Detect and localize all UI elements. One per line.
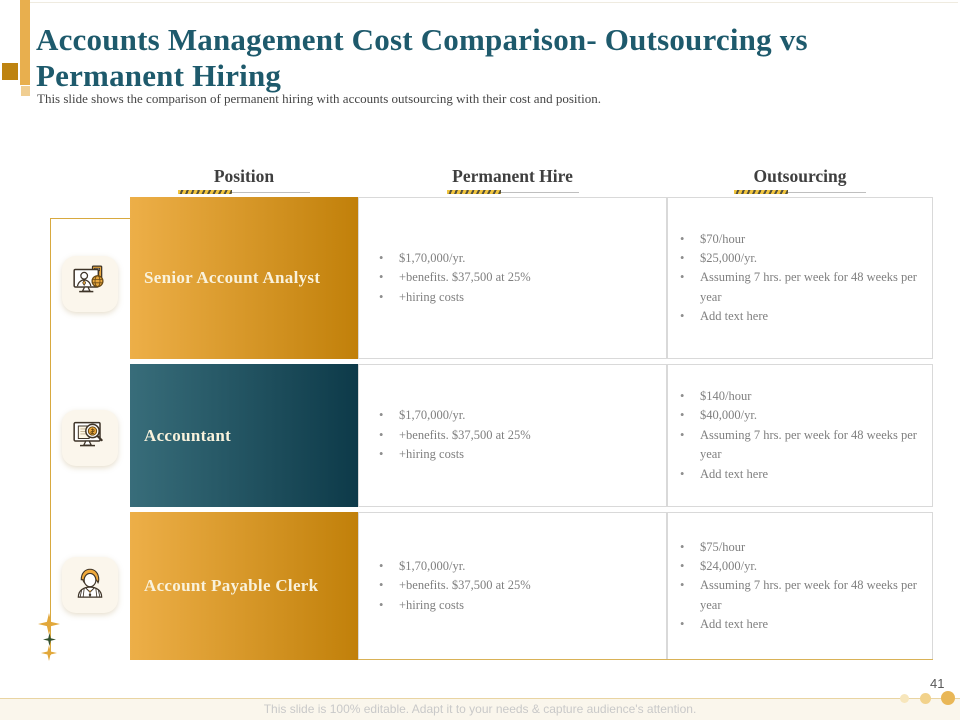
bullet-item: $24,000/yr. bbox=[678, 557, 928, 577]
header-underline-decoration bbox=[734, 190, 866, 194]
bullet-item: $40,000/yr. bbox=[678, 406, 928, 426]
bullet-list: $75/hour $24,000/yr. Assuming 7 hrs. per… bbox=[678, 538, 928, 635]
bullet-item: Add text here bbox=[678, 307, 928, 327]
bullet-item: $75/hour bbox=[678, 538, 928, 558]
icon-card-account-payable-clerk bbox=[62, 557, 118, 613]
sparkle-star-icon bbox=[43, 633, 56, 651]
position-cell-account-payable-clerk: Account Payable Clerk bbox=[130, 512, 358, 660]
hatch-decoration bbox=[178, 190, 232, 194]
bullet-item: $25,000/yr. bbox=[678, 249, 928, 269]
bullet-list: $1,70,000/yr. +benefits. $37,500 at 25% … bbox=[377, 406, 531, 465]
accent-square-light-decoration bbox=[21, 86, 30, 96]
sparkle-star-icon bbox=[41, 645, 57, 666]
bullet-item: $140/hour bbox=[678, 387, 928, 407]
accent-bar-decoration bbox=[20, 0, 30, 85]
analyst-at-monitor-icon bbox=[70, 262, 110, 307]
outsourcing-cell-row2: $140/hour $40,000/yr. Assuming 7 hrs. pe… bbox=[667, 364, 933, 507]
connector-line-horizontal bbox=[50, 218, 130, 219]
position-cell-accountant: Accountant bbox=[130, 364, 358, 507]
accent-square-dark-decoration bbox=[2, 63, 18, 80]
hatch-decoration bbox=[446, 190, 501, 194]
slide-top-border bbox=[30, 2, 958, 3]
position-label: Senior Account Analyst bbox=[144, 268, 321, 287]
footer-dot-decoration bbox=[920, 693, 931, 704]
audit-search-monitor-icon bbox=[70, 416, 110, 461]
bullet-item: $1,70,000/yr. bbox=[377, 249, 531, 269]
bullet-list: $1,70,000/yr. +benefits. $37,500 at 25% … bbox=[377, 249, 531, 308]
bullet-item: Add text here bbox=[678, 465, 928, 485]
connector-line-vertical bbox=[50, 218, 51, 655]
page-subtitle: This slide shows the comparison of perma… bbox=[37, 91, 601, 106]
bullet-item: +benefits. $37,500 at 25% bbox=[377, 268, 531, 288]
bullet-item: Add text here bbox=[678, 615, 928, 635]
bullet-item: +benefits. $37,500 at 25% bbox=[377, 576, 531, 596]
column-header-outsourcing: Outsourcing bbox=[667, 166, 933, 194]
comparison-table: Senior Account Analyst $1,70,000/yr. +be… bbox=[130, 197, 933, 660]
column-header-label: Position bbox=[213, 166, 275, 186]
header-underline-decoration bbox=[178, 190, 310, 194]
permanent-hire-cell-row3: $1,70,000/yr. +benefits. $37,500 at 25% … bbox=[358, 512, 667, 660]
permanent-hire-cell-row1: $1,70,000/yr. +benefits. $37,500 at 25% … bbox=[358, 197, 667, 359]
column-header-permanent-hire: Permanent Hire bbox=[358, 166, 667, 194]
footer-note: This slide is 100% editable. Adapt it to… bbox=[263, 702, 697, 716]
bullet-item: +benefits. $37,500 at 25% bbox=[377, 426, 531, 446]
underline-tail bbox=[232, 191, 310, 193]
outsourcing-cell-row1: $70/hour $25,000/yr. Assuming 7 hrs. per… bbox=[667, 197, 933, 359]
bullet-item: Assuming 7 hrs. per week for 48 weeks pe… bbox=[678, 426, 928, 465]
position-label: Account Payable Clerk bbox=[144, 576, 319, 595]
clerk-person-icon bbox=[70, 563, 110, 608]
underline-tail bbox=[500, 191, 579, 193]
position-label: Accountant bbox=[144, 425, 232, 445]
table-bottom-border bbox=[358, 659, 933, 660]
bullet-item: $1,70,000/yr. bbox=[377, 557, 531, 577]
page-title: Accounts Management Cost Comparison- Out… bbox=[36, 22, 808, 93]
underline-tail bbox=[788, 191, 866, 193]
footer-strip bbox=[0, 699, 960, 720]
footer-dot-decoration bbox=[900, 694, 909, 703]
bullet-item: $70/hour bbox=[678, 230, 928, 250]
footer-dot-decoration bbox=[941, 691, 955, 705]
page-number: 41 bbox=[930, 676, 945, 691]
footer-divider-line bbox=[0, 698, 960, 699]
bullet-list: $1,70,000/yr. +benefits. $37,500 at 25% … bbox=[377, 557, 531, 616]
sparkle-star-icon bbox=[38, 613, 60, 640]
bullet-item: Assuming 7 hrs. per week for 48 weeks pe… bbox=[678, 268, 928, 307]
icon-card-senior-account-analyst bbox=[62, 256, 118, 312]
bullet-item: +hiring costs bbox=[377, 596, 531, 616]
hatch-decoration bbox=[734, 190, 788, 194]
bullet-list: $70/hour $25,000/yr. Assuming 7 hrs. per… bbox=[678, 230, 928, 327]
column-header-label: Outsourcing bbox=[753, 166, 847, 186]
bullet-item: Assuming 7 hrs. per week for 48 weeks pe… bbox=[678, 576, 928, 615]
header-underline-decoration bbox=[446, 190, 579, 194]
column-header-label: Permanent Hire bbox=[452, 166, 573, 186]
bullet-item: $1,70,000/yr. bbox=[377, 406, 531, 426]
outsourcing-cell-row3: $75/hour $24,000/yr. Assuming 7 hrs. per… bbox=[667, 512, 933, 660]
column-header-position: Position bbox=[130, 166, 358, 194]
permanent-hire-cell-row2: $1,70,000/yr. +benefits. $37,500 at 25% … bbox=[358, 364, 667, 507]
bullet-item: +hiring costs bbox=[377, 445, 531, 465]
bullet-item: +hiring costs bbox=[377, 288, 531, 308]
icon-card-accountant bbox=[62, 410, 118, 466]
bullet-list: $140/hour $40,000/yr. Assuming 7 hrs. pe… bbox=[678, 387, 928, 484]
position-cell-senior-account-analyst: Senior Account Analyst bbox=[130, 197, 358, 359]
